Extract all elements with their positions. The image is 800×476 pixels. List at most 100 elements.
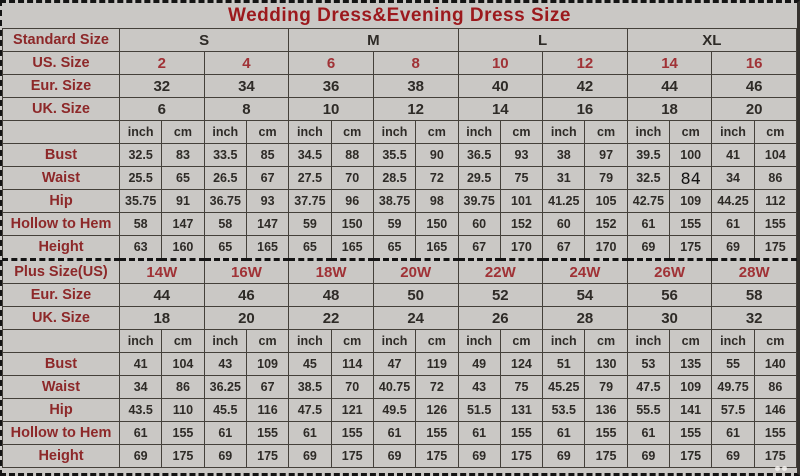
table-row: Bust 32.5 83 33.5 85 34.5 88 35.5 90 36.5 93 38 97 39… <box>2 143 797 167</box>
measure-cell: 175 <box>753 235 797 260</box>
unit-cell: inch <box>118 120 163 144</box>
unit-row-spacer <box>2 329 120 353</box>
size-header-cell: 4 <box>203 51 290 75</box>
size-header-cell: 46 <box>711 74 797 98</box>
measure-cell: 32.5 <box>626 166 671 190</box>
unit-cell: cm <box>161 120 205 144</box>
table-row: Hollow to Hem 58 147 58 147 59 150 59 150 60 152 60… <box>2 212 797 236</box>
size-header-cell: L <box>457 28 628 52</box>
measure-cell: 116 <box>245 398 290 422</box>
measure-cell: 69 <box>457 444 501 468</box>
measure-cell: 114 <box>330 352 374 376</box>
measure-cell: 65 <box>372 235 417 260</box>
measure-cell: 75 <box>499 166 544 190</box>
size-header-cell: 18 <box>626 97 713 121</box>
measure-cell: 72 <box>415 166 459 190</box>
measure-cell: 61 <box>457 421 501 445</box>
measure-cell: 98 <box>415 189 459 213</box>
measure-cell: 34.5 <box>288 143 332 167</box>
measure-cell: 34 <box>711 166 755 190</box>
unit-cell: cm <box>415 120 459 144</box>
row-label-bust: Bust <box>2 143 120 167</box>
row-label-waist: Waist <box>2 166 120 190</box>
size-header-cell: 10 <box>457 51 544 75</box>
unit-cell: inch <box>711 329 755 353</box>
watermark-dots <box>773 458 791 471</box>
measure-cell: 141 <box>669 398 713 422</box>
unit-cell: inch <box>288 329 332 353</box>
measure-cell: 27.5 <box>288 166 332 190</box>
measure-cell: 39.75 <box>457 189 501 213</box>
measure-cell: 131 <box>499 398 544 422</box>
measure-cell: 72 <box>415 375 459 399</box>
row-label-hollow-to-hem: Hollow to Hem <box>2 421 120 445</box>
measure-cell: 55.5 <box>626 398 671 422</box>
measure-cell: 51.5 <box>457 398 501 422</box>
size-header-cell: 22W <box>457 258 544 284</box>
measure-cell: 49.5 <box>372 398 417 422</box>
measure-cell: 104 <box>161 352 205 376</box>
unit-cell: cm <box>499 120 544 144</box>
unit-cell: inch <box>372 329 417 353</box>
unit-cell: inch <box>203 120 247 144</box>
measure-cell: 83 <box>161 143 205 167</box>
size-header-cell: 42 <box>542 74 628 98</box>
size-header-cell: 2 <box>119 51 205 75</box>
table-row: Waist 34 86 36.25 67 38.5 70 40.75 72 43 75 45.25 79… <box>2 375 797 399</box>
row-label-height: Height <box>2 444 120 468</box>
unit-cell: cm <box>245 329 290 353</box>
size-header-cell: 36 <box>288 74 374 98</box>
measure-cell: 84 <box>669 166 713 190</box>
row-label-eur-size: Eur. Size <box>2 74 120 98</box>
size-header-cell: 20W <box>372 258 459 284</box>
unit-cell: cm <box>584 120 628 144</box>
size-header-cell: 24W <box>542 258 628 284</box>
measure-cell: 65 <box>161 166 205 190</box>
size-header-cell: 6 <box>288 51 374 75</box>
measure-cell: 152 <box>584 212 628 236</box>
measure-cell: 67 <box>542 235 586 260</box>
measure-cell: 65 <box>203 235 247 260</box>
measure-cell: 124 <box>499 352 544 376</box>
unit-cell: cm <box>415 329 459 353</box>
size-header-cell: 34 <box>203 74 290 98</box>
measure-cell: 28.5 <box>372 166 417 190</box>
size-header-cell: 8 <box>203 97 290 121</box>
size-header-cell: 12 <box>372 97 459 121</box>
measure-cell: 53.5 <box>542 398 586 422</box>
row-label-hollow-to-hem: Hollow to Hem <box>2 212 120 236</box>
measure-cell: 93 <box>499 143 544 167</box>
measure-cell: 155 <box>499 421 544 445</box>
measure-cell: 37.75 <box>288 189 332 213</box>
measure-cell: 44.25 <box>711 189 755 213</box>
measure-cell: 175 <box>669 444 713 468</box>
row-label-waist: Waist <box>2 375 120 399</box>
measure-cell: 61 <box>288 421 332 445</box>
measure-cell: 49 <box>457 352 501 376</box>
measure-cell: 147 <box>245 212 290 236</box>
unit-cell: cm <box>753 120 797 144</box>
size-header-cell: 48 <box>288 283 374 307</box>
table-row: US. Size 2 4 6 8 10 12 14 16 <box>2 51 797 75</box>
row-label-height: Height <box>2 235 120 260</box>
measure-cell: 121 <box>330 398 374 422</box>
unit-cell: cm <box>499 329 544 353</box>
unit-cell: inch <box>626 120 671 144</box>
size-header-cell: 12 <box>542 51 628 75</box>
unit-cell: inch <box>203 329 247 353</box>
measure-cell: 65 <box>288 235 332 260</box>
measure-cell: 109 <box>245 352 290 376</box>
measure-cell: 69 <box>542 444 586 468</box>
size-header-cell: 38 <box>372 74 459 98</box>
measure-cell: 33.5 <box>203 143 247 167</box>
size-header-cell: 52 <box>457 283 544 307</box>
measure-cell: 69 <box>711 235 755 260</box>
measure-cell: 63 <box>118 235 163 260</box>
unit-cell: inch <box>457 329 501 353</box>
measure-cell: 101 <box>499 189 544 213</box>
measure-cell: 35.75 <box>118 189 163 213</box>
unit-cell: inch <box>542 329 586 353</box>
size-header-cell: 16W <box>203 258 290 284</box>
measure-cell: 59 <box>288 212 332 236</box>
